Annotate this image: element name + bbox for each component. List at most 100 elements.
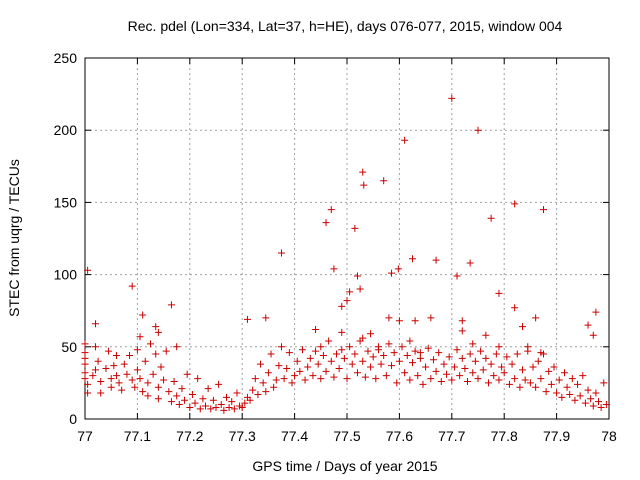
data-point (419, 380, 427, 388)
data-point (388, 269, 396, 277)
data-point (469, 369, 477, 377)
y-ticks: 0 50 100 150 200 250 (54, 50, 609, 427)
data-point (560, 369, 568, 377)
data-point (547, 380, 555, 388)
data-point (411, 347, 419, 355)
y-axis-label: STEC from uqrg / TECUs (6, 159, 22, 317)
data-point (482, 331, 490, 339)
data-point (133, 346, 141, 354)
data-point (152, 350, 160, 358)
data-point (84, 380, 92, 388)
data-point (388, 362, 396, 370)
data-point (84, 266, 92, 274)
data-point (540, 206, 547, 214)
data-point (508, 360, 516, 368)
y-tick-label: 200 (54, 122, 78, 138)
data-point (474, 375, 482, 383)
data-point (152, 323, 160, 331)
data-point (566, 390, 574, 398)
data-point (317, 343, 325, 351)
data-point (374, 346, 382, 354)
data-point (112, 372, 120, 380)
data-point (464, 377, 472, 385)
data-point (550, 363, 558, 371)
y-tick-label: 0 (69, 411, 77, 427)
data-point (595, 398, 603, 406)
data-point (568, 375, 576, 383)
x-tick-label: 77.8 (491, 428, 518, 444)
data-point (490, 372, 498, 380)
data-point (359, 357, 367, 365)
data-point (458, 354, 466, 362)
data-point (395, 317, 403, 325)
data-point (327, 206, 335, 214)
data-point (110, 362, 118, 370)
data-point (360, 181, 368, 189)
data-point (264, 369, 272, 377)
data-point (340, 354, 348, 362)
data-point (162, 347, 170, 355)
data-point (437, 377, 445, 385)
data-point (579, 372, 587, 380)
data-point (495, 376, 503, 384)
data-point (217, 401, 225, 409)
data-point (516, 383, 524, 391)
x-tick-label: 77 (77, 428, 93, 444)
data-point (458, 317, 466, 325)
data-point (102, 364, 110, 372)
data-point (526, 379, 534, 387)
x-tick-label: 77.5 (333, 428, 360, 444)
data-point (353, 369, 361, 377)
data-point (338, 346, 346, 354)
data-point (291, 372, 299, 380)
data-point (91, 320, 99, 328)
data-point (241, 399, 249, 407)
data-point (280, 375, 288, 383)
data-point (587, 395, 595, 403)
x-ticks: 77 77.1 77.2 77.3 77.4 77.5 77.6 77.7 77.8 77.9 78 (77, 58, 617, 444)
y-tick-label: 100 (54, 267, 78, 283)
data-point (511, 304, 519, 312)
data-point (144, 379, 152, 387)
data-point (123, 370, 131, 378)
data-point (91, 343, 99, 351)
data-point (212, 403, 220, 411)
data-point (322, 367, 330, 375)
data-point (167, 398, 175, 406)
data-point (394, 265, 402, 273)
data-point (348, 360, 356, 368)
data-point (317, 375, 325, 383)
data-point (267, 350, 275, 358)
data-point (581, 399, 589, 407)
y-tick-label: 50 (61, 339, 77, 355)
data-point (175, 401, 183, 409)
data-point (511, 375, 519, 383)
data-point (314, 360, 322, 368)
data-points (81, 94, 610, 414)
data-point (238, 403, 246, 411)
data-point (230, 405, 238, 413)
data-point (343, 297, 351, 305)
data-point (532, 314, 540, 322)
data-point (584, 321, 592, 329)
data-point (411, 317, 419, 325)
data-point (482, 354, 490, 362)
data-point (432, 256, 440, 264)
data-point (278, 343, 285, 351)
x-tick-label: 77.2 (176, 428, 203, 444)
data-point (453, 272, 461, 280)
x-axis-label: GPS time / Days of year 2015 (252, 458, 437, 474)
data-point (330, 265, 338, 273)
data-point (369, 353, 377, 361)
data-point (139, 311, 147, 319)
data-point (495, 343, 503, 351)
x-tick-label: 77.9 (543, 428, 570, 444)
data-point (429, 356, 437, 364)
data-point (84, 389, 92, 397)
data-point (602, 401, 610, 409)
data-point (353, 272, 361, 280)
data-point (487, 214, 495, 222)
data-point (445, 353, 453, 361)
data-point (367, 363, 375, 371)
data-point (115, 379, 123, 387)
